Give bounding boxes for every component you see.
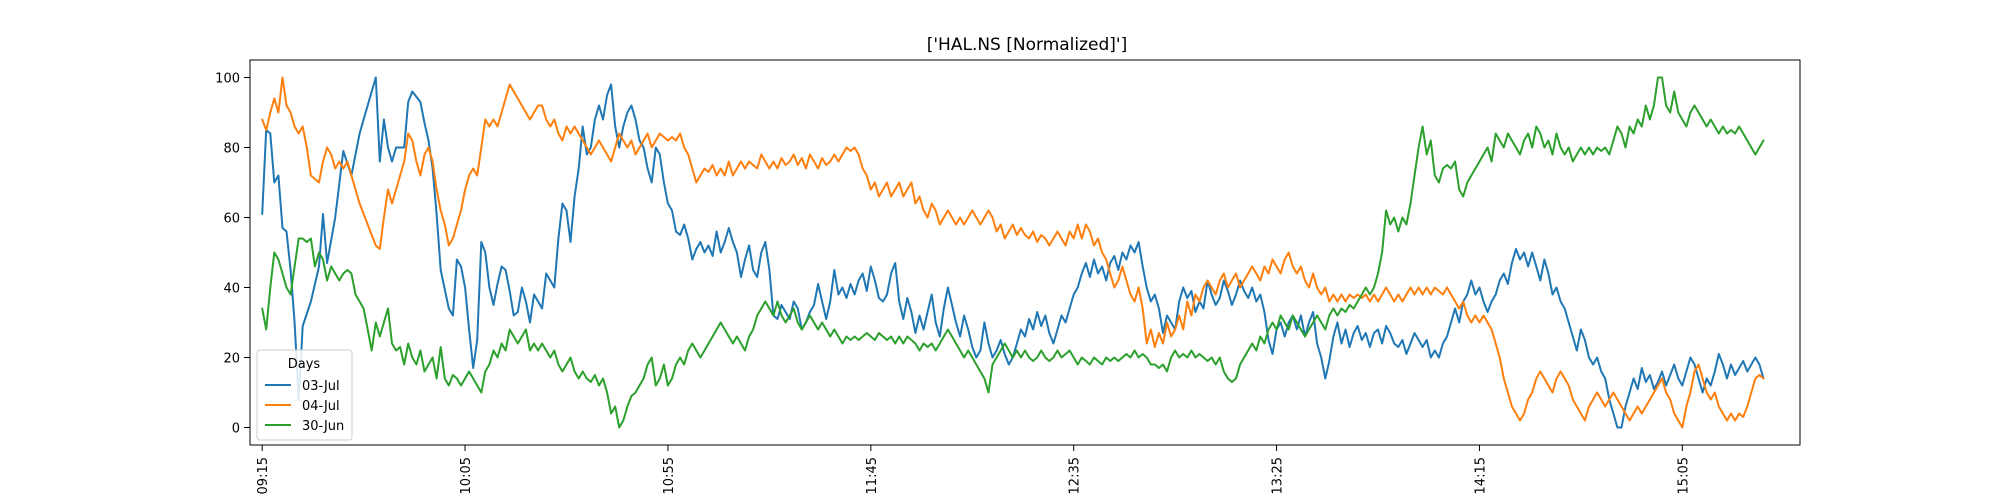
legend: Days 03-Jul 04-Jul 30-Jun [256,349,353,441]
legend-box [256,349,353,441]
y-tick-label: 0 [232,422,240,437]
y-tick-label: 100 [215,72,240,87]
y-tick-label: 20 [223,352,240,367]
y-axis: 0 20 40 60 80 100 [215,72,250,437]
y-tick-label: 40 [223,282,240,297]
y-tick-label: 80 [223,142,240,157]
plot-frame [249,59,1801,446]
legend-label: 03-Jul [302,379,340,394]
x-tick-label: 12:35 [1068,457,1083,494]
x-tick-label: 11:45 [865,457,880,494]
x-tick-label: 10:55 [662,457,677,494]
legend-label: 30-Jun [302,419,344,434]
x-tick-label: 15:05 [1676,457,1691,494]
x-tick-label: 09:15 [256,457,271,494]
chart-title: ['HAL.NS [Normalized]'] [927,35,1127,55]
x-tick-label: 14:15 [1473,457,1488,494]
x-tick-label: 10:05 [459,457,474,494]
x-axis: 09:15 10:05 10:55 11:45 12:35 13:25 14:15 15:05 [256,445,1691,494]
series-layer [261,76,1765,429]
series-line-03-jul [261,76,1765,429]
series-line-30-jun [261,76,1765,429]
legend-label: 04-Jul [302,399,340,414]
y-tick-label: 60 [223,212,240,227]
x-tick-label: 13:25 [1271,457,1286,494]
legend-entries: 03-Jul 04-Jul 30-Jun [265,379,344,434]
legend-title: Days [288,357,321,372]
series-line-04-jul [261,76,1765,429]
